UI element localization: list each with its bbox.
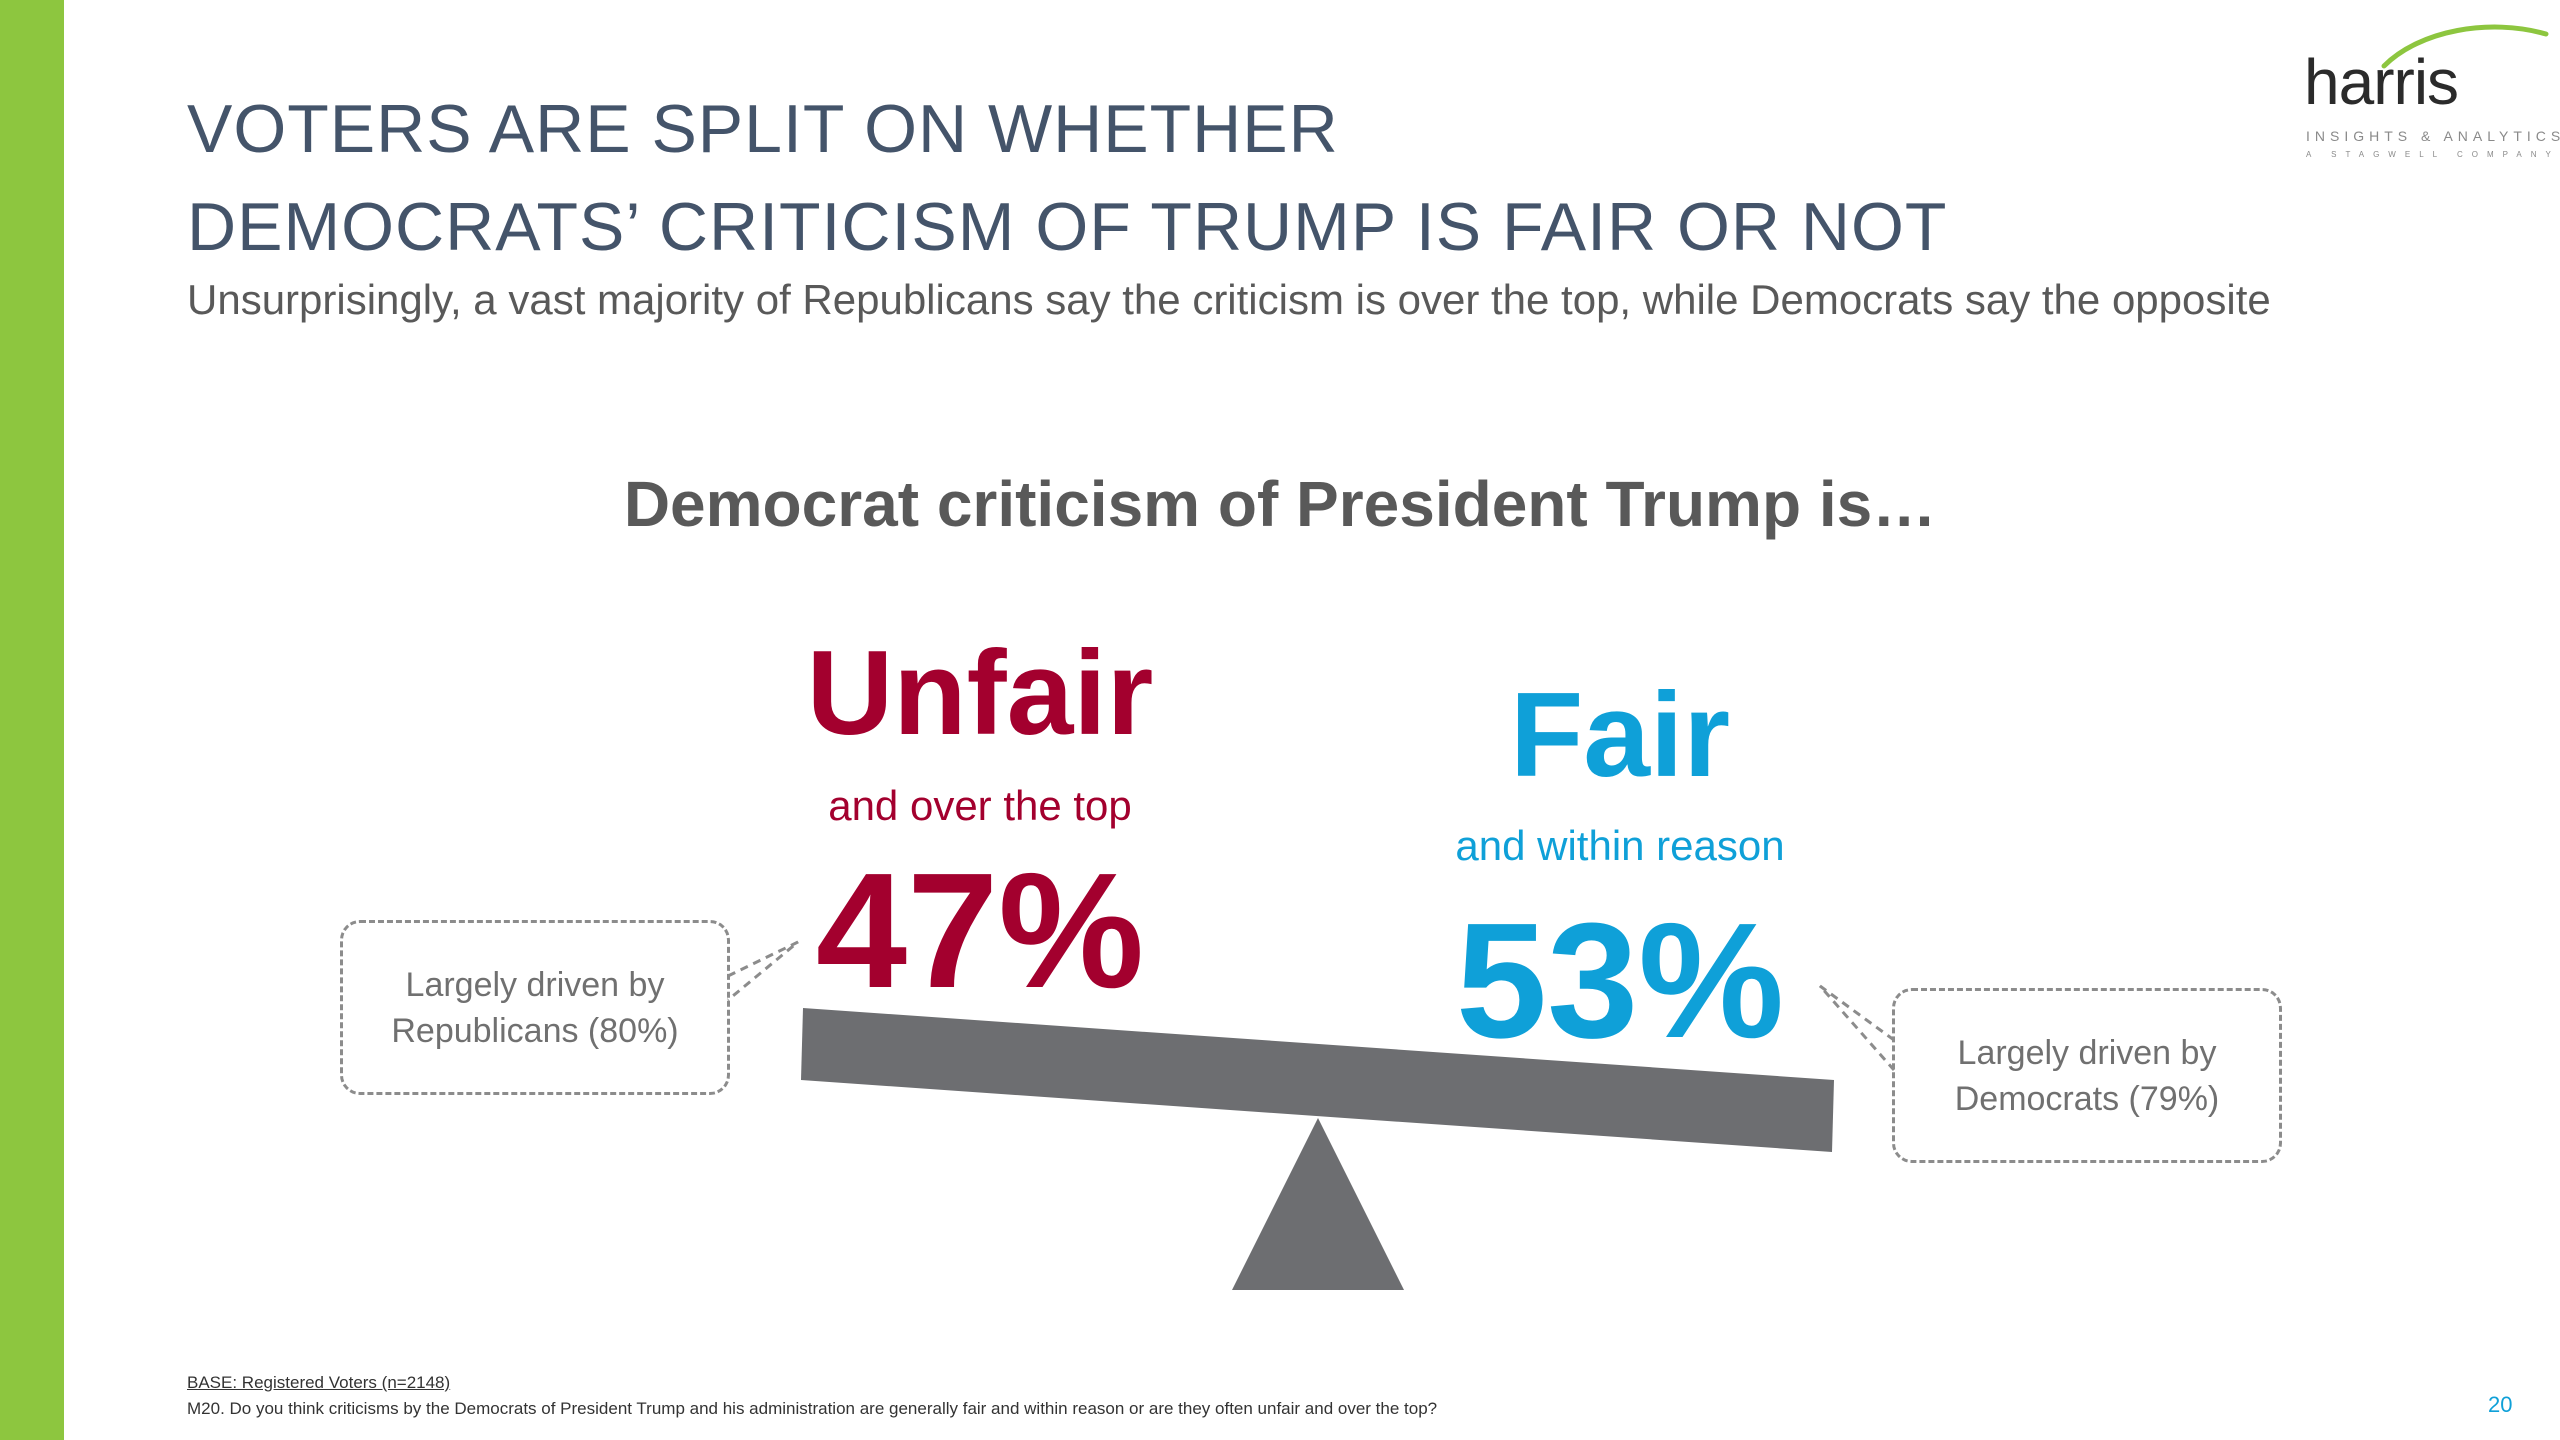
chart-heading: Democrat criticism of President Trump is… [623, 468, 1937, 540]
republicans-callout-line-2: Republicans (80%) [391, 1011, 679, 1050]
question-footnote: M20. Do you think criticisms by the Demo… [187, 1399, 1438, 1418]
harris-logo: harris INSIGHTS & ANALYTICS A STAGWELL C… [2290, 20, 2560, 160]
democrats-callout-line-1: Largely driven by [1957, 1033, 2217, 1072]
right-callout-pointer [1818, 984, 1896, 1071]
seesaw-beam [801, 1008, 1834, 1152]
unfair-percent: 47% [815, 839, 1145, 1022]
republicans-callout-line-1: Largely driven by [405, 965, 665, 1004]
title-line-2: DEMOCRATS’ CRITICISM OF TRUMP IS FAIR OR… [187, 189, 1948, 265]
fair-percent: 53% [1455, 889, 1785, 1072]
unfair-sublabel: and over the top [828, 782, 1132, 829]
seesaw-fulcrum [1232, 1118, 1404, 1290]
left-callout-pointer [727, 940, 799, 1002]
logo-subline: A STAGWELL COMPANY [2306, 150, 2560, 159]
democrats-callout: Largely driven by Democrats (79%) [1892, 988, 2282, 1163]
unfair-label: Unfair [806, 626, 1154, 760]
republicans-callout: Largely driven by Republicans (80%) [340, 920, 730, 1095]
logo-swoosh-icon [2381, 24, 2549, 69]
fair-sublabel: and within reason [1455, 822, 1785, 869]
logo-wordmark: harris [2304, 46, 2459, 118]
slide-subtitle: Unsurprisingly, a vast majority of Repub… [187, 276, 2271, 323]
slide-title: VOTERS ARE SPLIT ON WHETHER DEMOCRATS’ C… [187, 80, 1947, 276]
democrats-callout-line-2: Democrats (79%) [1954, 1079, 2220, 1118]
left-accent-bar [0, 0, 64, 1440]
fair-label: Fair [1509, 668, 1731, 802]
base-footnote: BASE: Registered Voters (n=2148) [187, 1373, 451, 1392]
title-line-1: VOTERS ARE SPLIT ON WHETHER [187, 91, 1339, 167]
logo-tagline: INSIGHTS & ANALYTICS [2306, 128, 2560, 144]
page-number: 20 [2488, 1392, 2513, 1417]
